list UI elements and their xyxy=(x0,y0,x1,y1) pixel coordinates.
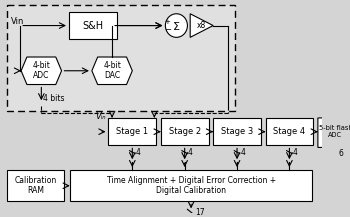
Text: 4-bit
DAC: 4-bit DAC xyxy=(103,61,121,81)
Text: 5-bit flash
ADC: 5-bit flash ADC xyxy=(318,125,350,138)
Text: +: + xyxy=(164,19,170,25)
Bar xyxy=(7,170,64,201)
Text: 6: 6 xyxy=(338,149,343,158)
Bar xyxy=(161,118,209,145)
Text: 4: 4 xyxy=(135,148,140,157)
Polygon shape xyxy=(318,118,350,147)
Text: Stage 2: Stage 2 xyxy=(169,127,201,136)
Bar xyxy=(266,118,313,145)
Bar xyxy=(70,170,312,201)
Text: $\Sigma$: $\Sigma$ xyxy=(172,20,181,31)
Text: Stage 4: Stage 4 xyxy=(273,127,306,136)
Bar xyxy=(7,5,235,111)
Text: Stage 3: Stage 3 xyxy=(221,127,253,136)
Polygon shape xyxy=(190,14,213,37)
Text: Vᵢₙ: Vᵢₙ xyxy=(95,112,106,122)
Text: −: − xyxy=(164,25,171,34)
Text: 4: 4 xyxy=(240,148,245,157)
Text: S&H: S&H xyxy=(82,21,103,31)
Text: 4: 4 xyxy=(188,148,193,157)
Text: Calibration
RAM: Calibration RAM xyxy=(15,176,57,196)
Text: Stage 1: Stage 1 xyxy=(116,127,148,136)
Text: 4: 4 xyxy=(293,148,297,157)
Text: x8: x8 xyxy=(197,21,206,30)
Text: Vin: Vin xyxy=(11,17,24,26)
Bar xyxy=(69,12,117,39)
Bar xyxy=(108,118,156,145)
Circle shape xyxy=(165,14,188,37)
Text: 17: 17 xyxy=(196,208,205,217)
Text: 4-bit
ADC: 4-bit ADC xyxy=(33,61,50,81)
Text: Time Alignment + Digital Error Correction +
Digital Calibration: Time Alignment + Digital Error Correctio… xyxy=(106,176,276,196)
Polygon shape xyxy=(21,57,62,85)
Bar xyxy=(213,118,261,145)
Text: 4 bits: 4 bits xyxy=(43,94,65,103)
Polygon shape xyxy=(92,57,132,85)
